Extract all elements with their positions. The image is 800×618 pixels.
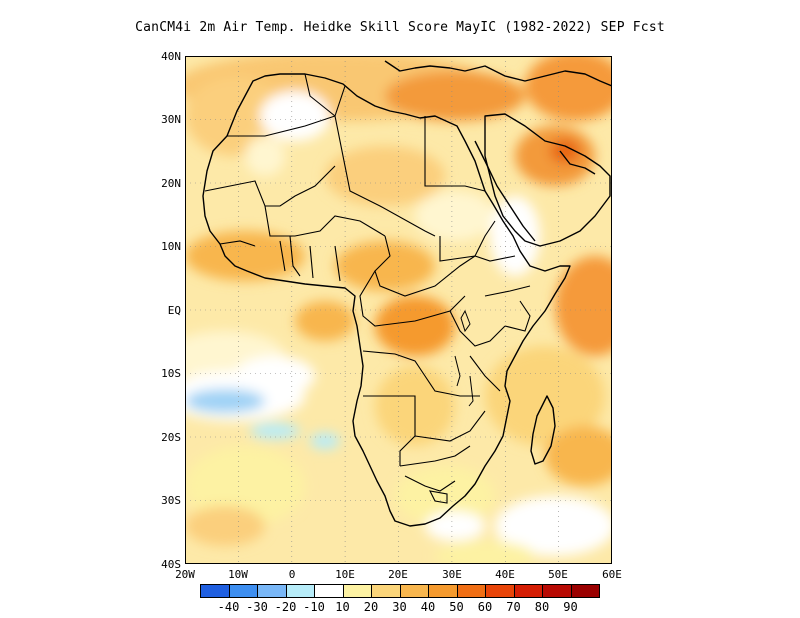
skill-score-map: [185, 56, 612, 564]
colorbar-label: 90: [563, 600, 578, 614]
country-borders: [204, 73, 531, 504]
lon-tick-label: 0: [288, 568, 296, 581]
colorbar-label: -20: [274, 600, 297, 614]
colorbar-label: -30: [246, 600, 268, 614]
lat-tick-label: 20S: [161, 431, 181, 444]
lat-tick-label: 10S: [161, 367, 181, 380]
lat-tick-label: 30N: [161, 113, 181, 126]
colorbar-swatch: [371, 584, 401, 598]
skill-field-shading: [185, 56, 612, 564]
lat-tick-label: 10N: [161, 240, 181, 253]
colorbar-swatch: [285, 584, 315, 598]
colorbar-swatch: [314, 584, 344, 598]
lat-tick-label: 40S: [161, 558, 181, 571]
colorbar-swatch: [513, 584, 543, 598]
colorbar-swatch: [399, 584, 429, 598]
colorbar-swatch: [456, 584, 486, 598]
lon-tick-label: 30E: [442, 568, 462, 581]
colorbar-label: -40: [217, 600, 240, 614]
colorbar-label: 40: [420, 600, 436, 614]
colorbar-swatch: [428, 584, 458, 598]
lon-tick-label: 10W: [228, 568, 248, 581]
lon-tick-label: 20E: [388, 568, 408, 581]
colorbar-swatch: [485, 584, 515, 598]
lat-tick-label: 20N: [161, 177, 181, 190]
colorbar-swatch: [570, 584, 600, 598]
colorbar-swatch: [257, 584, 287, 598]
lon-tick-label: 40E: [495, 568, 515, 581]
colorbar-swatch: [228, 584, 258, 598]
lat-tick-label: 30S: [161, 494, 181, 507]
lon-tick-label: 10E: [335, 568, 355, 581]
lat-tick-label: 40N: [161, 50, 181, 63]
coastlines: [202, 60, 612, 527]
colorbar-swatch: [542, 584, 572, 598]
colorbar-label: 10: [335, 600, 350, 614]
lon-tick-label: 60E: [602, 568, 622, 581]
lon-tick-label: 50E: [548, 568, 568, 581]
lon-tick-label: 20W: [175, 568, 195, 581]
colorbar-swatch: [342, 584, 372, 598]
lat-tick-label: EQ: [167, 304, 181, 317]
colorbar-label: 20: [363, 600, 379, 614]
colorbar-label: 80: [534, 600, 550, 614]
colorbar-swatch: [200, 584, 230, 598]
map-frame: [185, 56, 612, 564]
plot-title: CanCM4i 2m Air Temp. Heidke Skill Score …: [135, 20, 665, 35]
colorbar-label: 30: [392, 600, 407, 614]
colorbar-label: -10: [303, 600, 325, 614]
colorbar-label: 60: [477, 600, 493, 614]
colorbar-label: 50: [449, 600, 464, 614]
colorbar-label: 70: [506, 600, 521, 614]
lakes: [454, 309, 474, 407]
